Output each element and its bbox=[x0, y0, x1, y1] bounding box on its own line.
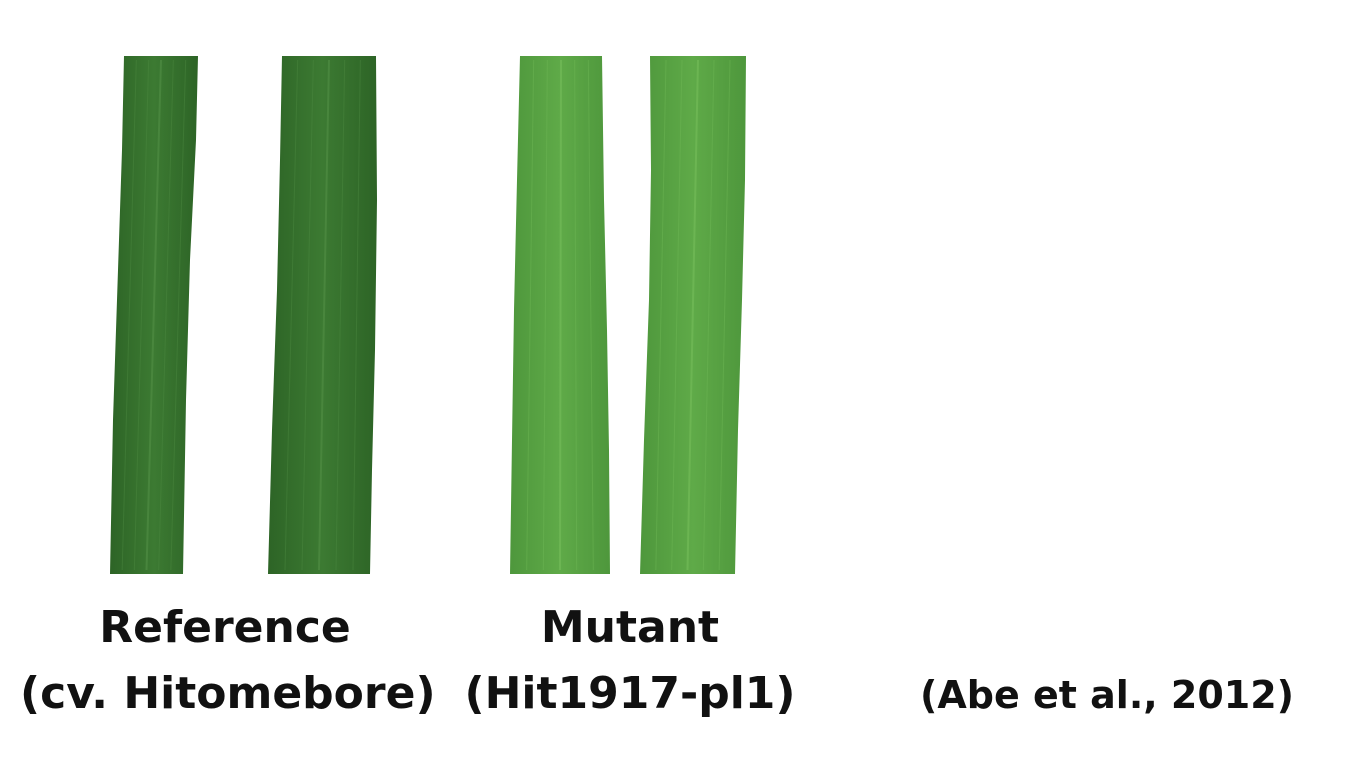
leaf-vein bbox=[702, 59, 715, 571]
leaf-vein bbox=[318, 59, 330, 571]
leaf-vein bbox=[686, 59, 699, 571]
reference-leaf-2 bbox=[268, 56, 377, 574]
leaf-vein bbox=[121, 59, 137, 571]
leaf-vein bbox=[170, 59, 187, 571]
leaf-vein bbox=[284, 59, 299, 571]
leaf-vein bbox=[671, 59, 683, 571]
leaf-vein bbox=[352, 59, 361, 571]
reference-cultivar-label: (cv. Hitomebore) bbox=[20, 668, 436, 719]
leaf-vein bbox=[574, 59, 578, 571]
leaf-vein bbox=[542, 59, 548, 571]
leaf-vein bbox=[145, 59, 162, 571]
leaf-vein bbox=[559, 59, 562, 571]
leaf-vein bbox=[335, 59, 346, 571]
leaf-vein bbox=[301, 59, 314, 571]
citation-label: (Abe et al., 2012) bbox=[920, 673, 1295, 717]
leaf-vein bbox=[587, 59, 594, 571]
leaf-vein bbox=[718, 59, 731, 571]
leaf-vein bbox=[133, 59, 150, 571]
mutant-label: Mutant bbox=[540, 602, 720, 653]
leaf-vein bbox=[526, 59, 535, 571]
mutant-line-label: (Hit1917-pl1) bbox=[464, 668, 796, 719]
leaf-vein bbox=[158, 59, 174, 571]
reference-label: Reference bbox=[99, 602, 351, 653]
leaf-vein bbox=[655, 59, 667, 571]
leaf-veins bbox=[121, 59, 731, 571]
